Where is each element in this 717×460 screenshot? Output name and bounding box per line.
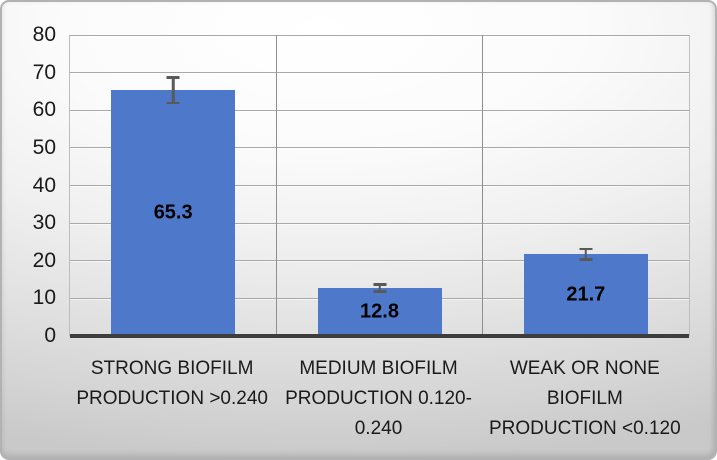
x-axis-category-label-line: STRONG BIOFILM [90, 358, 254, 379]
y-axis-tick-label: 10 [32, 286, 56, 310]
gridline-vertical [275, 35, 277, 336]
gridline-horizontal [70, 109, 689, 111]
gridline-horizontal [70, 147, 689, 149]
bar-data-label: 21.7 [566, 283, 606, 306]
x-axis-category-label-line: BIOFILM [546, 388, 623, 409]
error-bar [171, 77, 175, 104]
y-axis-tick-label: 30 [32, 211, 56, 235]
plot-area: 65.3 12.8 21.7 [69, 34, 690, 338]
x-axis-category-label-line: 0.240 [354, 418, 403, 439]
bar-data-label: 12.8 [360, 300, 399, 323]
bar [111, 90, 236, 336]
y-axis-tick-label: 50 [32, 135, 56, 159]
y-axis-tick-label: 80 [32, 23, 56, 46]
gridline-horizontal [70, 34, 689, 36]
gridline-horizontal [70, 72, 689, 74]
x-axis-line [70, 334, 689, 338]
x-axis-category-label-line: MEDIUM BIOFILM [299, 358, 458, 379]
bar [317, 287, 442, 336]
x-axis-category-label-line: PRODUCTION <0.120 [489, 418, 681, 439]
y-axis-tick-label: 60 [32, 98, 56, 122]
error-bar-cap-bottom [373, 290, 386, 293]
error-bar-cap-top [166, 76, 180, 79]
bar [523, 254, 648, 336]
gridline-horizontal [70, 185, 689, 186]
y-axis-tick-label: 20 [32, 248, 56, 272]
bar-data-label: 65.3 [153, 201, 193, 224]
y-axis-tick-label: 40 [32, 173, 56, 197]
error-bar [584, 248, 588, 260]
x-axis-category-label: STRONG BIOFILM PRODUCTION >0.240 [56, 354, 288, 414]
error-bar-cap-top [579, 247, 593, 251]
x-axis-category-label-line: WEAK OR NONE [509, 358, 660, 379]
error-bar-cap-bottom [166, 101, 180, 105]
gridline-vertical [482, 35, 484, 336]
error-bar [378, 284, 381, 292]
x-axis-category-label-line: PRODUCTION >0.240 [76, 388, 268, 409]
error-bar-cap-top [373, 283, 386, 286]
error-bar-cap-bottom [579, 258, 593, 261]
x-axis-category-label: WEAK OR NONE BIOFILM PRODUCTION <0.120 [469, 354, 701, 444]
y-axis-tick-label: 0 [44, 324, 56, 347]
x-axis-category-label-line: PRODUCTION 0.120- [285, 388, 472, 409]
gridline-horizontal [70, 222, 689, 224]
x-axis-category-label: MEDIUM BIOFILM PRODUCTION 0.120- 0.240 [263, 354, 495, 444]
y-axis-tick-label: 70 [32, 60, 56, 84]
gridline-horizontal [70, 260, 689, 262]
